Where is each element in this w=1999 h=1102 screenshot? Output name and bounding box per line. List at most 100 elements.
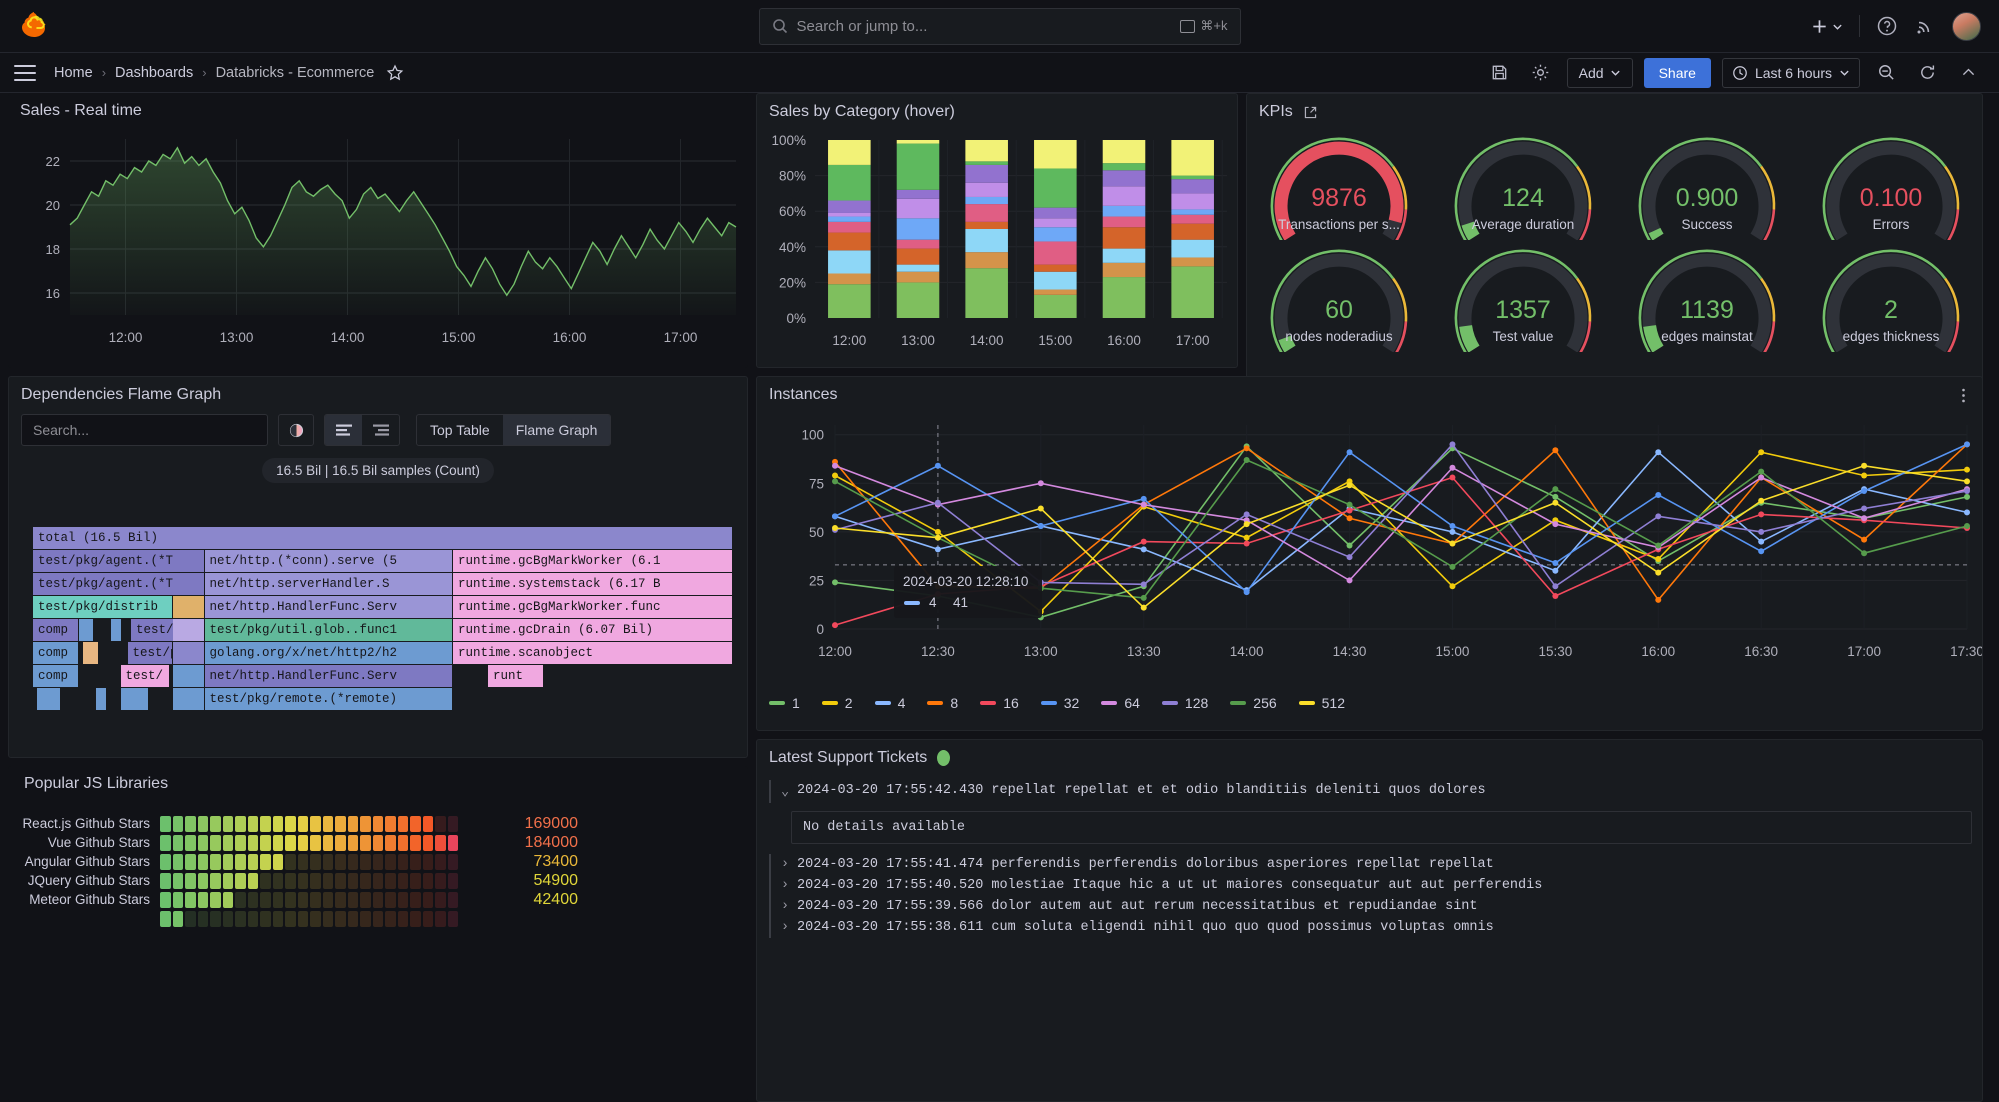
- flame-graph-bar[interactable]: [83, 642, 100, 664]
- share-button[interactable]: Share: [1643, 57, 1711, 88]
- legend-item[interactable]: 32: [1040, 695, 1079, 711]
- log-row[interactable]: › 2024-03-20 17:55:40.520 molestiae Itaqu…: [769, 875, 1972, 896]
- flame-graph-bar[interactable]: comp: [33, 642, 79, 664]
- chevron-down-icon[interactable]: ⌄: [781, 785, 790, 800]
- flame-graph-bar[interactable]: net/http.HandlerFunc.Serv: [204, 596, 453, 618]
- flame-graph-bar[interactable]: net/http.(*conn).serve (5: [204, 550, 453, 572]
- legend-item[interactable]: 64: [1101, 695, 1140, 711]
- grafana-logo[interactable]: [18, 10, 50, 42]
- legend-label: 512: [1321, 695, 1345, 711]
- heatmap-cell: [260, 834, 271, 851]
- svg-text:0: 0: [816, 622, 824, 637]
- heatmap-cell: [322, 815, 333, 832]
- global-search-bar[interactable]: Search or jump to... ⌘+k: [758, 7, 1241, 45]
- flame-graph-bar[interactable]: net/http.HandlerFunc.Serv: [204, 665, 453, 687]
- flame-graph-bars[interactable]: total (16.5 Bil) test/pkg/agent.(*T net/ht…: [33, 527, 733, 732]
- legend-item[interactable]: 512: [1298, 695, 1345, 711]
- log-row[interactable]: ⌄ 2024-03-20 17:55:42.430 repellat repell…: [769, 780, 1972, 803]
- flame-graph-bar[interactable]: test/: [120, 665, 170, 687]
- flame-graph-bar[interactable]: [173, 688, 205, 710]
- legend-swatch: [927, 701, 944, 705]
- tab-top-table[interactable]: Top Table: [430, 422, 490, 438]
- gear-icon[interactable]: [1526, 59, 1556, 87]
- news-icon[interactable]: [1914, 15, 1936, 37]
- flame-graph-bar[interactable]: [120, 688, 149, 710]
- menu-icon[interactable]: [14, 64, 36, 81]
- flame-graph-bar[interactable]: runtime.systemstack (6.17 B: [453, 573, 733, 595]
- flame-graph-bar[interactable]: test/pkg/remote.(*remote): [204, 688, 453, 710]
- breadcrumb-item-home[interactable]: Home: [54, 64, 93, 81]
- flame-graph-bar[interactable]: [173, 642, 205, 664]
- add-panel-button[interactable]: Add: [1566, 57, 1633, 88]
- heatmap-cell: [160, 910, 171, 927]
- keyboard-icon: [1180, 19, 1196, 33]
- legend-item[interactable]: 16: [980, 695, 1019, 711]
- flame-graph-bar[interactable]: runtime.gcDrain (6.07 Bil): [453, 619, 733, 641]
- color-scheme-icon[interactable]: [278, 414, 314, 446]
- flame-graph-bar[interactable]: [173, 596, 205, 618]
- flame-graph-bar[interactable]: runtime.gcBgMarkWorker.func: [453, 596, 733, 618]
- flame-graph-bar[interactable]: [96, 688, 107, 710]
- log-row[interactable]: › 2024-03-20 17:55:38.611 cum soluta elig…: [769, 917, 1972, 938]
- svg-text:40%: 40%: [779, 240, 806, 255]
- legend-item[interactable]: 2: [821, 695, 853, 711]
- help-icon[interactable]: [1876, 15, 1898, 37]
- star-icon[interactable]: [386, 63, 404, 82]
- flame-graph-bar[interactable]: [173, 619, 205, 641]
- panel-menu-icon[interactable]: [1955, 387, 1972, 409]
- search-input[interactable]: Search or jump to...: [796, 17, 928, 35]
- flame-graph-bar[interactable]: test/pkg/agent.(*T: [33, 573, 205, 595]
- breadcrumb-item-current[interactable]: Databricks - Ecommerce: [215, 64, 375, 81]
- flame-graph-bar[interactable]: [173, 665, 205, 687]
- tab-flame-graph[interactable]: Flame Graph: [502, 415, 611, 445]
- svg-text:14:00: 14:00: [331, 330, 365, 345]
- legend-item[interactable]: 128: [1161, 695, 1208, 711]
- external-link-icon[interactable]: [1303, 105, 1318, 120]
- flame-graph-bar[interactable]: [111, 619, 122, 641]
- heatmap-cell: [347, 872, 358, 889]
- chevron-right-icon[interactable]: ›: [781, 899, 790, 914]
- refresh-icon[interactable]: [1912, 59, 1942, 87]
- flame-graph-bar[interactable]: total (16.5 Bil): [33, 527, 733, 549]
- chevron-right-icon[interactable]: ›: [781, 920, 790, 935]
- legend-item[interactable]: 8: [927, 695, 958, 711]
- log-row[interactable]: › 2024-03-20 17:55:39.566 dolor autem aut…: [769, 896, 1972, 917]
- legend-label: 4: [897, 695, 906, 711]
- flame-graph-bar[interactable]: golang.org/x/net/http2/h2: [204, 642, 453, 664]
- legend-item[interactable]: 256: [1230, 695, 1277, 711]
- breadcrumb-item-dashboards[interactable]: Dashboards: [115, 64, 194, 81]
- flame-graph-bar[interactable]: test/p: [127, 642, 173, 664]
- add-new-button[interactable]: [1810, 17, 1843, 36]
- chevron-right-icon[interactable]: ›: [781, 878, 790, 893]
- flame-graph-bar[interactable]: test/pkg/util.glob..func1: [204, 619, 453, 641]
- flame-graph-bar[interactable]: [36, 688, 61, 710]
- flame-graph-bar[interactable]: comp: [33, 619, 79, 641]
- zoom-out-icon[interactable]: [1871, 59, 1901, 87]
- legend-item[interactable]: 1: [769, 695, 800, 711]
- flame-graph-bar[interactable]: runt: [488, 665, 544, 687]
- collapse-toolbar-icon[interactable]: [1953, 59, 1983, 87]
- log-row[interactable]: › 2024-03-20 17:55:41.474 perferendis per…: [769, 854, 1972, 875]
- align-left-icon[interactable]: [325, 415, 362, 445]
- flame-graph-align-toggle[interactable]: [324, 414, 400, 446]
- chevron-right-icon[interactable]: ›: [781, 857, 790, 872]
- flame-graph-bar[interactable]: net/http.serverHandler.S: [204, 573, 453, 595]
- panel-instances: Instances 0 25 50 75 100 12:00 12:30 13:00 13:30…: [756, 376, 1983, 731]
- flame-graph-bar[interactable]: comp: [33, 665, 79, 687]
- flame-graph-bar[interactable]: test/pkg/agent.(*T: [33, 550, 205, 572]
- legend-item[interactable]: 4: [874, 695, 906, 711]
- avatar[interactable]: [1952, 11, 1981, 41]
- flame-graph-bar[interactable]: test/pkg: [131, 619, 177, 641]
- heatmap-cell: [347, 815, 358, 832]
- flame-graph-bar[interactable]: runtime.scanobject: [453, 642, 733, 664]
- align-right-icon[interactable]: [362, 415, 399, 445]
- time-range-picker[interactable]: Last 6 hours: [1721, 57, 1860, 88]
- heatmap-cell: [447, 853, 458, 870]
- flame-graph-search-input[interactable]: Search...: [21, 414, 268, 446]
- flame-graph-view-tabs[interactable]: Top Table Flame Graph: [416, 414, 612, 446]
- heatmap-cell: [347, 891, 358, 908]
- flame-graph-bar[interactable]: test/pkg/distrib: [33, 596, 173, 618]
- save-icon[interactable]: [1485, 59, 1515, 87]
- flame-graph-bar[interactable]: runtime.gcBgMarkWorker (6.1: [453, 550, 733, 572]
- flame-graph-bar[interactable]: [78, 619, 94, 641]
